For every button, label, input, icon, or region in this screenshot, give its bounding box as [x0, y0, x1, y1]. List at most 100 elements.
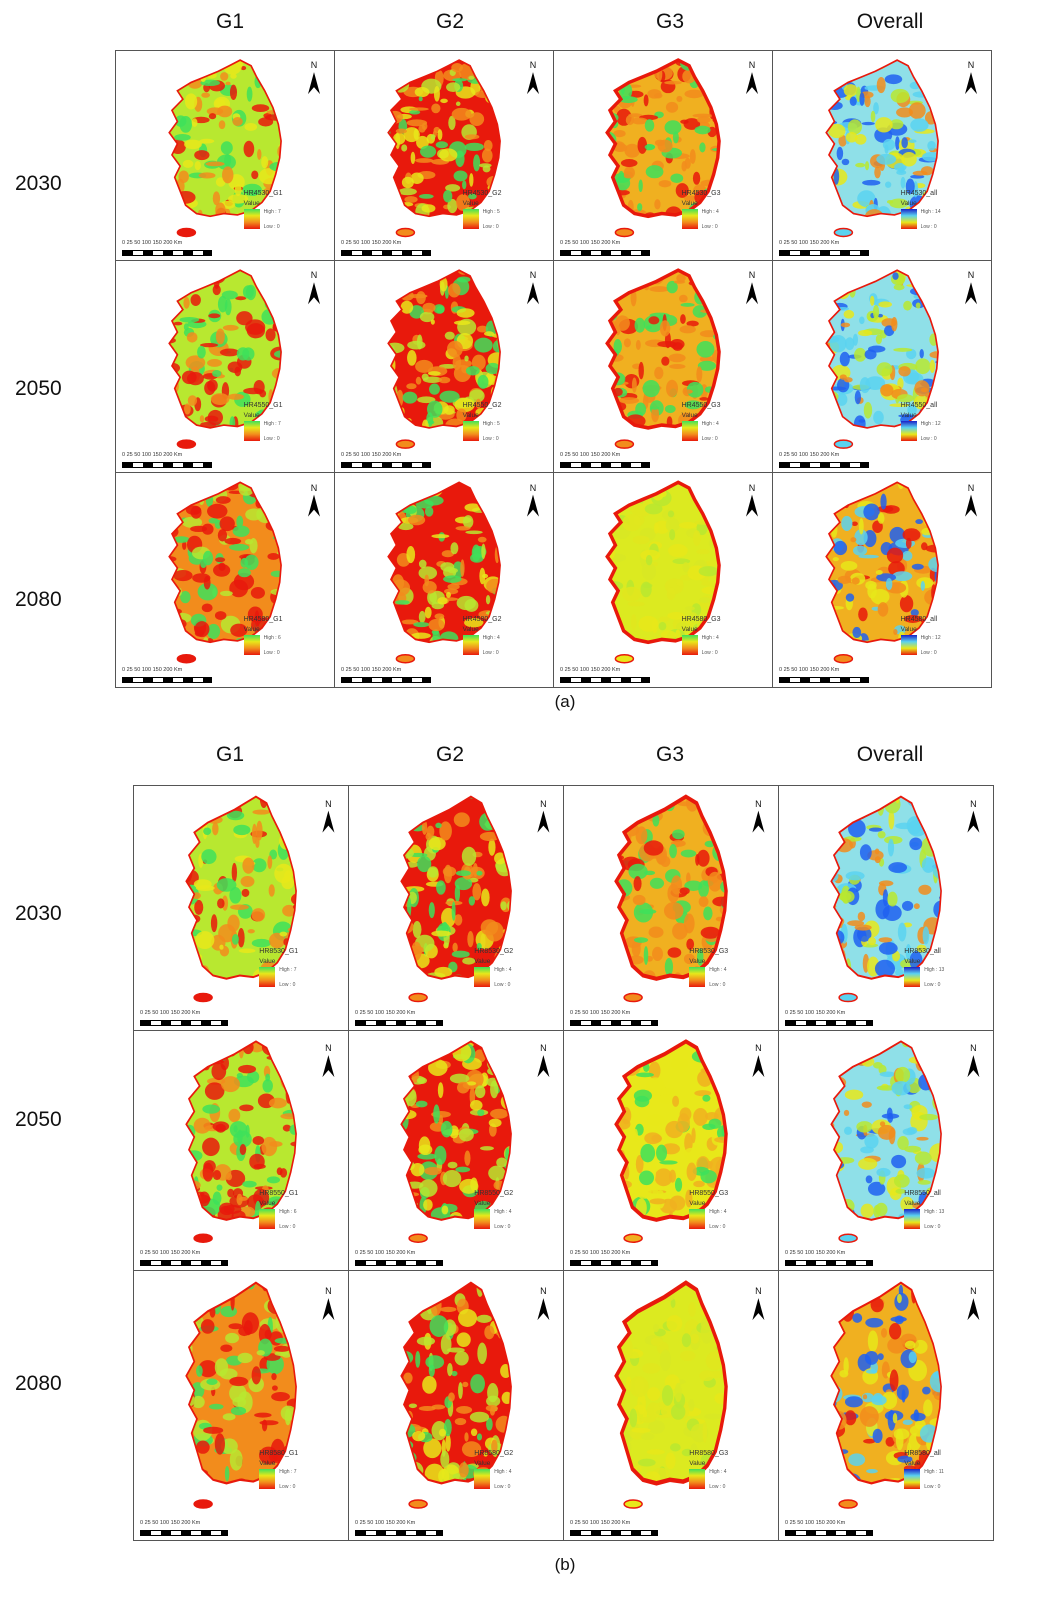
- map-cell: N HR8530_G2 Value High : 4 Low : 0 0 25 50 10…: [348, 785, 564, 1031]
- scale-label: 0 25 50 100 150 200 Km: [785, 1520, 846, 1526]
- scale-label: 0 25 50 100 150 200 Km: [785, 1250, 846, 1256]
- legend-high: High : 4: [709, 1209, 727, 1216]
- scale-label: 0 25 50 100 150 200 Km: [560, 667, 621, 673]
- legend-color-ramp: [474, 1468, 491, 1489]
- north-label: N: [325, 798, 332, 809]
- north-label: N: [540, 1286, 547, 1297]
- north-label: N: [967, 270, 975, 281]
- legend-color-ramp: [904, 1468, 921, 1489]
- legend-value-label: Value: [904, 958, 921, 966]
- legend-high: High : 5: [482, 420, 500, 427]
- jeju-island: [193, 1233, 213, 1244]
- legend-title: HR4530_G3: [681, 190, 721, 198]
- legend-value-label: Value: [904, 1200, 921, 1208]
- legend-title: HR8580_G2: [474, 1449, 514, 1457]
- north-arrow-icon: [965, 282, 977, 305]
- legend-high: High : 13: [924, 1209, 945, 1216]
- legend-low: Low : 0: [920, 435, 937, 442]
- legend-value-label: Value: [243, 200, 260, 208]
- scale-label: 0 25 50 100 150 200 Km: [779, 452, 840, 458]
- scale-label: 0 25 50 100 150 200 Km: [560, 240, 621, 246]
- north-arrow-icon: [746, 282, 758, 305]
- north-arrow-icon: [527, 72, 539, 95]
- jeju-island: [623, 1233, 643, 1244]
- legend-high: High : 4: [709, 967, 727, 974]
- north-label: N: [970, 798, 977, 809]
- map-cell: N HR4530_G3 Value High : 4 Low : 0 0 25 50 10…: [553, 50, 773, 261]
- legend-low: Low : 0: [709, 982, 726, 989]
- column-header-g3: G3: [655, 743, 684, 766]
- column-header-overall: Overall: [856, 743, 924, 766]
- legend-value-label: Value: [474, 958, 491, 966]
- legend-color-ramp: [900, 209, 917, 230]
- jeju-island: [623, 1499, 643, 1509]
- legend-value-label: Value: [904, 1459, 921, 1467]
- legend-color-ramp: [681, 209, 698, 230]
- legend-title: HR4580_G1: [243, 615, 283, 623]
- legend-low: Low : 0: [263, 435, 280, 442]
- map-cell: N HR4580_all Value High : 12 Low : 0 0 25 50 …: [772, 472, 992, 688]
- north-label: N: [970, 1043, 977, 1054]
- legend-value-label: Value: [689, 1200, 706, 1208]
- legend-value-label: Value: [681, 625, 698, 633]
- legend-high: High : 4: [494, 1209, 512, 1216]
- scale-label: 0 25 50 100 150 200 Km: [570, 1520, 631, 1526]
- legend-color-ramp: [900, 420, 917, 441]
- scale-bar: [570, 1530, 659, 1536]
- column-header-g1: G1: [215, 743, 244, 766]
- north-label: N: [748, 270, 756, 281]
- scale-bar: [341, 677, 431, 683]
- scale-label: 0 25 50 100 150 200 Km: [570, 1250, 631, 1256]
- scale-bar: [570, 1020, 659, 1026]
- korea-map: [387, 481, 539, 664]
- north-label: N: [748, 482, 756, 493]
- jeju-island: [395, 227, 416, 238]
- legend-color-ramp: [462, 420, 479, 441]
- legend-high: High : 12: [920, 634, 941, 641]
- legend-color-ramp: [462, 209, 479, 230]
- legend-high: High : 12: [920, 420, 941, 427]
- legend-high: High : 4: [701, 634, 719, 641]
- north-arrow-icon: [752, 810, 765, 833]
- map-cell: N HR8550_all Value High : 13 Low : 0 0 25 50 …: [778, 1030, 994, 1271]
- column-header-overall: Overall: [856, 10, 924, 33]
- scale-label: 0 25 50 100 150 200 Km: [355, 1520, 416, 1526]
- jeju-island: [833, 439, 854, 449]
- korea-map: [185, 1040, 335, 1244]
- scale-label: 0 25 50 100 150 200 Km: [355, 1250, 416, 1256]
- legend-high: High : 4: [494, 967, 512, 974]
- korea-map: [825, 481, 977, 664]
- column-header-g2: G2: [435, 10, 464, 33]
- map-cell: N HR4580_G1 Value High : 6 Low : 0 0 25 50 10…: [115, 472, 335, 688]
- north-label: N: [325, 1043, 332, 1054]
- legend-low: Low : 0: [701, 435, 718, 442]
- legend-value-label: Value: [462, 625, 479, 633]
- jeju-island: [614, 654, 635, 664]
- north-label: N: [967, 482, 975, 493]
- legend-value-label: Value: [243, 625, 260, 633]
- legend-color-ramp: [904, 967, 921, 988]
- korea-map: [400, 1040, 550, 1244]
- scale-bar: [785, 1530, 874, 1536]
- legend-title: HR8530_G1: [259, 948, 299, 956]
- row-header-2050: 2050: [15, 1108, 62, 1131]
- scale-bar: [122, 462, 212, 468]
- north-arrow-icon: [308, 494, 320, 517]
- legend-value-label: Value: [259, 1459, 276, 1467]
- legend-low: Low : 0: [701, 224, 718, 231]
- legend-value-label: Value: [462, 411, 479, 419]
- map-cell: N HR8550_G3 Value High : 4 Low : 0 0 25 50 10…: [563, 1030, 779, 1271]
- korea-map: [825, 59, 977, 238]
- legend-title: HR4530_all: [900, 190, 938, 198]
- legend-title: HR4580_G2: [462, 615, 502, 623]
- column-header-g2: G2: [435, 743, 464, 766]
- north-label: N: [310, 60, 318, 71]
- legend-color-ramp: [243, 634, 260, 655]
- north-arrow-icon: [537, 1055, 550, 1078]
- korea-map: [168, 269, 320, 449]
- scale-bar: [785, 1260, 874, 1266]
- map-cell: N HR8530_G1 Value High : 7 Low : 0 0 25 50 10…: [133, 785, 349, 1031]
- map-cell: N HR4580_G3 Value High : 4 Low : 0 0 25 50 10…: [553, 472, 773, 688]
- map-cell: N HR8580_all Value High : 11 Low : 0 0 25 50 …: [778, 1270, 994, 1541]
- north-label: N: [529, 270, 537, 281]
